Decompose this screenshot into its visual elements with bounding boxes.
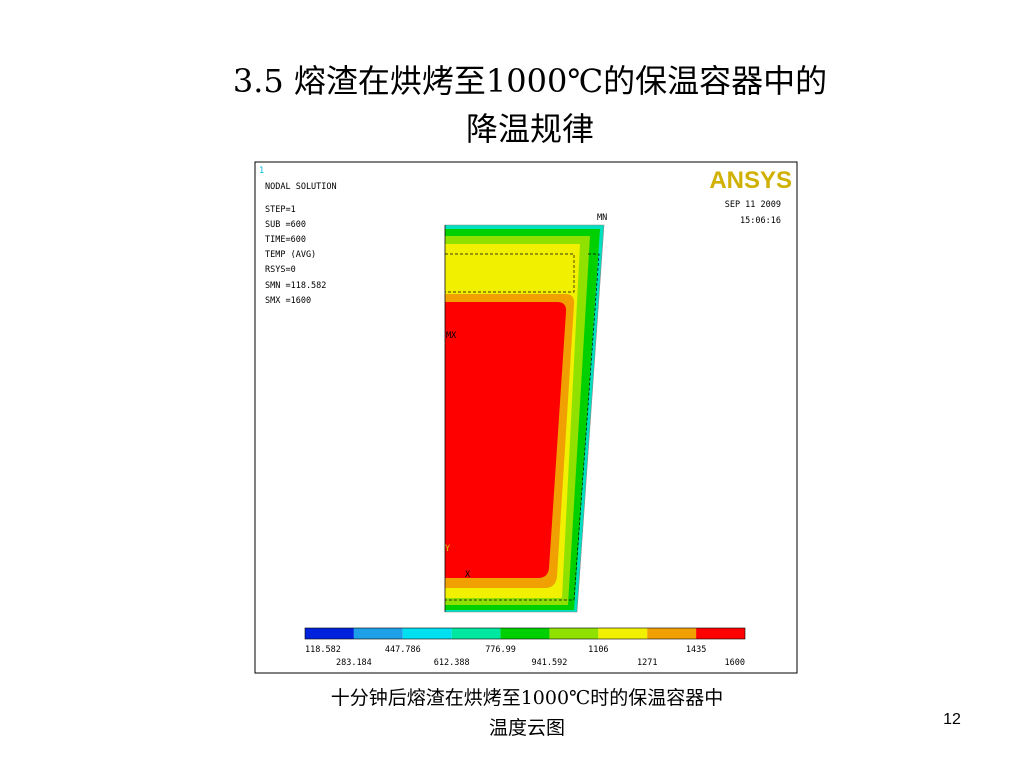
legend-label: 1271 [637, 658, 657, 668]
legend-border [304, 627, 746, 640]
title-line: 3.5 熔渣在烘烤至1000℃的保温容器中的 [233, 62, 827, 100]
legend-label: 1106 [588, 645, 608, 655]
info-line: SUB =600 [265, 220, 306, 230]
legend-label: 1435 [686, 645, 706, 655]
info-line: TEMP (AVG) [265, 250, 316, 260]
date: SEP 11 2009 [725, 200, 781, 210]
page-number: 12 [943, 711, 961, 728]
axis-label: X [465, 570, 471, 580]
legend-swatch [305, 628, 354, 639]
info-line: SMN =118.582 [265, 281, 326, 291]
legend-swatch [451, 628, 501, 639]
color-legend: 118.582 283.184 447.786 612.388 776.99 941.59… [304, 627, 746, 668]
info-block: NODAL SOLUTION STEP=1 SUB =600 TIME=600 TEMP… [265, 182, 337, 306]
contour-plot [444, 224, 605, 613]
info-line: SMX =1600 [265, 296, 311, 306]
legend-label: 447.786 [385, 645, 421, 655]
legend-label: 776.99 [485, 645, 516, 655]
legend-label: 283.184 [336, 658, 372, 668]
legend-swatch [549, 628, 599, 639]
legend-label: 941.592 [532, 658, 568, 668]
info-line: TIME=600 [265, 235, 306, 245]
legend-label: 1600 [725, 658, 745, 668]
legend-swatch [598, 628, 648, 639]
info-line: NODAL SOLUTION [265, 182, 337, 192]
legend-swatch [402, 628, 452, 639]
max-marker: MX [446, 331, 457, 341]
logo: ANSYS [709, 167, 792, 194]
legend-swatch [500, 628, 550, 639]
info-line: STEP=1 [265, 205, 296, 215]
info-line: RSYS=0 [265, 265, 296, 275]
legend-swatch [696, 628, 745, 639]
axis-label: Y [445, 544, 450, 554]
time: 15:06:16 [740, 216, 781, 226]
caption-line: 温度云图 [489, 717, 565, 739]
legend-label: 118.582 [305, 645, 341, 655]
legend-label: 612.388 [434, 658, 470, 668]
title-line: 降温规律 [466, 110, 594, 148]
plot-number: 1 [259, 166, 264, 176]
legend-swatch [647, 628, 697, 639]
min-marker: MN [597, 213, 607, 223]
caption-line: 十分钟后熔渣在烘烤至1000℃时的保温容器中 [331, 687, 724, 709]
legend-swatch [353, 628, 403, 639]
